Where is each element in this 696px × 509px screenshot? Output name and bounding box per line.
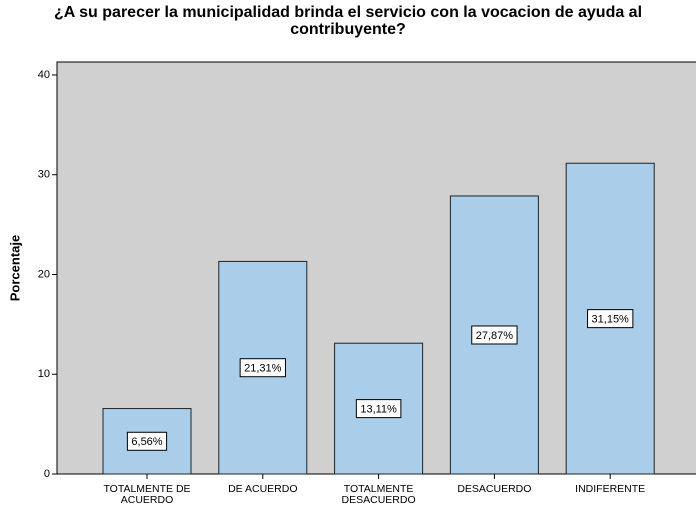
data-label-box [471,325,518,345]
x-tick-label: INDIFERENTE [575,483,646,495]
y-tick-label: 30 [38,169,50,181]
data-label: 31,15% [592,314,630,326]
data-label: 6,56% [131,436,162,448]
y-tick-label: 0 [44,468,50,480]
data-label-box [355,399,402,419]
x-tick-label: DESACUERDO [457,483,532,495]
x-tick-label: TOTALMENTE DE ACUERDO [103,483,191,506]
data-label-box [126,431,168,451]
y-tick-label: 10 [38,368,50,380]
data-label-box [587,309,634,329]
y-tick-label: 20 [38,268,50,280]
data-label: 21,31% [244,363,282,375]
chart-title: ¿A su parecer la municipalidad brinda el… [53,4,643,38]
x-tick-label: DE ACUERDO [228,483,298,495]
y-axis-label: Porcentaje [7,235,22,301]
data-label: 27,87% [476,330,514,342]
x-tick-label: TOTALMENTE DESACUERDO [341,483,416,506]
bar [102,408,192,475]
data-label: 13,11% [360,404,397,416]
data-label-box [239,358,286,378]
y-tick-label: 40 [38,69,50,81]
